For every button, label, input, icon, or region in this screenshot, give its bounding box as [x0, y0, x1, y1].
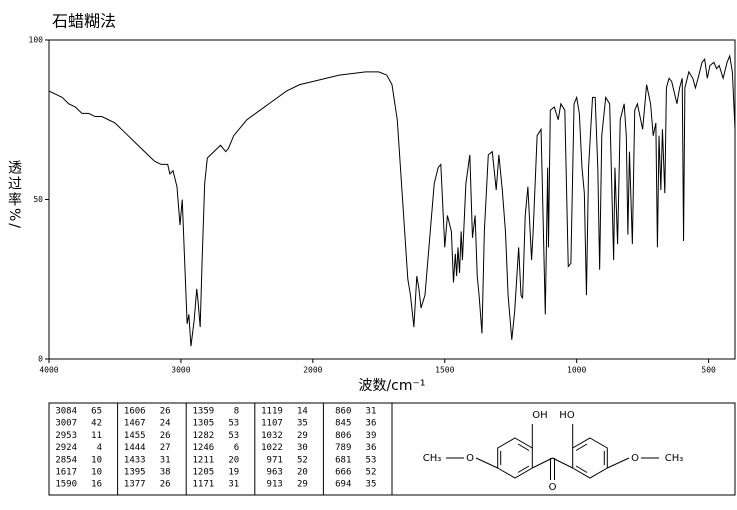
peak-transmittance: 31	[160, 455, 171, 465]
peak-wavenumber: 1455	[124, 431, 146, 441]
peak-wavenumber: 1377	[124, 480, 146, 490]
peak-transmittance: 29	[297, 431, 308, 441]
peak-transmittance: 11	[91, 431, 102, 441]
peak-transmittance: 4	[97, 443, 102, 453]
structure-label: CH₃	[665, 453, 684, 464]
spectrum-line	[48, 54, 736, 347]
peak-transmittance: 29	[297, 480, 308, 490]
x-tick-label: 3000	[171, 366, 190, 375]
x-tick-label: 2000	[303, 366, 322, 375]
y-tick-label: 50	[33, 195, 43, 204]
peak-wavenumber: 1022	[261, 443, 283, 453]
peak-wavenumber: 1032	[261, 431, 283, 441]
peak-transmittance: 26	[160, 407, 171, 417]
structure-label: OH	[532, 410, 547, 421]
peak-transmittance: 6	[234, 443, 239, 453]
peak-transmittance: 10	[91, 468, 102, 478]
peak-wavenumber: 1359	[193, 407, 215, 417]
peak-wavenumber: 3084	[55, 407, 77, 417]
peak-wavenumber: 2854	[55, 455, 77, 465]
x-tick-label: 1000	[567, 366, 586, 375]
peak-wavenumber: 1119	[261, 407, 283, 417]
peak-transmittance: 35	[366, 480, 377, 490]
peak-transmittance: 24	[160, 419, 171, 429]
peak-wavenumber: 1282	[193, 431, 215, 441]
peak-transmittance: 30	[297, 443, 308, 453]
peak-wavenumber: 806	[335, 431, 351, 441]
peak-transmittance: 36	[366, 419, 377, 429]
y-tick-label: 0	[38, 355, 43, 364]
peak-transmittance: 16	[91, 480, 102, 490]
structure-bonds	[446, 424, 659, 480]
peak-wavenumber: 789	[335, 443, 351, 453]
peak-transmittance: 8	[234, 407, 239, 417]
y-tick-label: 100	[29, 36, 44, 45]
peak-wavenumber: 1107	[261, 419, 283, 429]
peak-transmittance: 20	[297, 468, 308, 478]
peak-transmittance: 53	[366, 455, 377, 465]
peak-transmittance: 20	[228, 455, 239, 465]
x-axis-label: 波数/cm⁻¹	[358, 378, 425, 394]
peak-transmittance: 42	[91, 419, 102, 429]
peak-wavenumber: 1606	[124, 407, 146, 417]
peak-wavenumber: 1467	[124, 419, 146, 429]
peak-wavenumber: 3007	[55, 419, 77, 429]
peak-wavenumber: 860	[335, 407, 351, 417]
peak-wavenumber: 681	[335, 455, 351, 465]
peak-wavenumber: 1395	[124, 468, 146, 478]
peak-transmittance: 65	[91, 407, 102, 417]
structure-label: O	[631, 453, 639, 464]
peak-transmittance: 26	[160, 431, 171, 441]
structure-label: CH₃	[423, 453, 442, 464]
peak-wavenumber: 1246	[193, 443, 215, 453]
structure-label: O	[549, 482, 557, 493]
peak-wavenumber: 2924	[55, 443, 77, 453]
peak-transmittance: 31	[228, 480, 239, 490]
peak-transmittance: 36	[366, 443, 377, 453]
peak-wavenumber: 845	[335, 419, 351, 429]
peak-wavenumber: 1433	[124, 455, 146, 465]
peak-wavenumber: 1211	[193, 455, 215, 465]
peak-transmittance: 53	[228, 419, 239, 429]
peak-transmittance: 38	[160, 468, 171, 478]
peak-transmittance: 35	[297, 419, 308, 429]
peak-wavenumber: 1305	[193, 419, 215, 429]
peak-transmittance: 26	[160, 480, 171, 490]
peak-transmittance: 10	[91, 455, 102, 465]
peak-wavenumber: 963	[267, 468, 283, 478]
peak-transmittance: 53	[228, 431, 239, 441]
peak-transmittance: 52	[297, 455, 308, 465]
peak-wavenumber: 1444	[124, 443, 146, 453]
chart-title: 石蜡糊法	[52, 12, 116, 31]
peak-transmittance: 14	[297, 407, 308, 417]
structure-label: O	[466, 453, 474, 464]
structure-label: HO	[559, 410, 575, 421]
peak-transmittance: 19	[228, 468, 239, 478]
peak-transmittance: 39	[366, 431, 377, 441]
peak-transmittance: 52	[366, 468, 377, 478]
y-axis-label: 透过率%/	[6, 160, 22, 230]
x-tick-label: 4000	[39, 366, 58, 375]
peak-wavenumber: 2953	[55, 431, 77, 441]
peak-wavenumber: 1617	[55, 468, 77, 478]
peak-wavenumber: 913	[267, 480, 283, 490]
peak-wavenumber: 694	[335, 480, 351, 490]
peak-wavenumber: 1590	[55, 480, 77, 490]
peak-wavenumber: 1171	[193, 480, 215, 490]
peak-wavenumber: 971	[267, 455, 283, 465]
x-tick-label: 500	[701, 366, 716, 375]
peak-transmittance: 31	[366, 407, 377, 417]
x-tick-label: 1500	[435, 366, 454, 375]
peak-wavenumber: 1205	[193, 468, 215, 478]
peak-transmittance: 27	[160, 443, 171, 453]
peak-wavenumber: 666	[335, 468, 351, 478]
